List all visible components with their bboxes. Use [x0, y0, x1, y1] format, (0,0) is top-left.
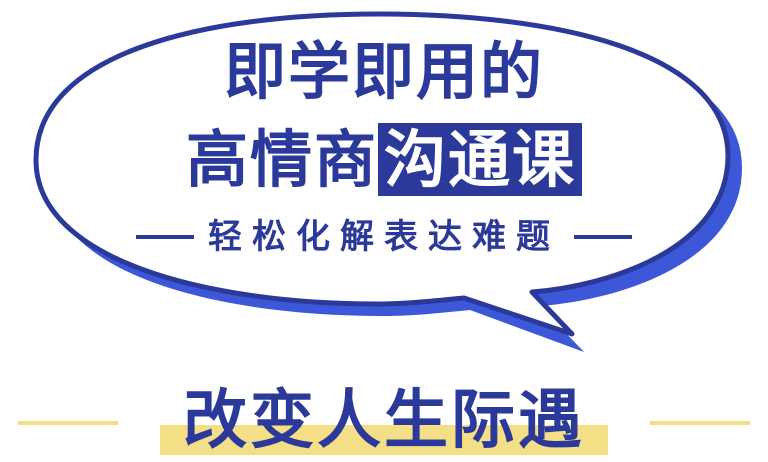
bottom-banner: 改变人生际遇 — [0, 385, 768, 457]
bottom-title-highlight — [160, 425, 608, 455]
bottom-title: 改变人生际遇 — [183, 383, 585, 458]
tagline: 轻松化解表达难题 — [208, 217, 560, 257]
tagline-left-dash — [136, 235, 194, 239]
headline-line-2-plain: 高情商 — [185, 123, 378, 196]
bottom-left-line — [18, 421, 118, 425]
bottom-right-line — [650, 421, 750, 425]
headline-line-1: 即学即用的 — [223, 35, 544, 108]
tagline-row: 轻松化解表达难题 — [0, 213, 768, 261]
tagline-right-dash — [574, 235, 632, 239]
headline-line-2-highlight: 沟通课 — [378, 123, 583, 196]
headline-line-2: 高情商沟通课 — [0, 123, 768, 196]
